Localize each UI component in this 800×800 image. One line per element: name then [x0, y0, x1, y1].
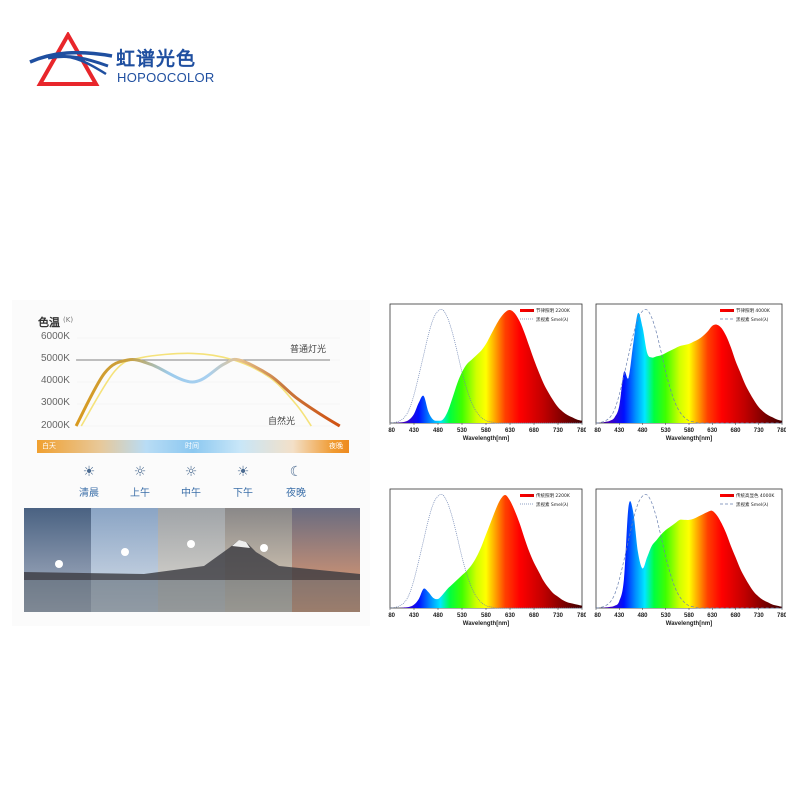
x-tick-label: 430: [614, 613, 625, 619]
x-tick-label: 480: [433, 428, 444, 434]
spectrum-area: [390, 494, 582, 609]
x-tick-label: 680: [730, 613, 741, 619]
x-tick-label: 480: [433, 613, 444, 619]
spectrum-area: [596, 312, 782, 424]
period-label: 上午: [130, 488, 150, 499]
x-tick-label: 380: [388, 428, 396, 434]
x-tick-label: 430: [409, 613, 420, 619]
x-tick-label: 630: [505, 613, 516, 619]
x-axis-label: Wavelength[nm]: [463, 621, 509, 627]
smel-curve: [389, 494, 582, 609]
x-tick-label: 680: [529, 613, 540, 619]
x-axis-label: Wavelength[nm]: [463, 436, 509, 442]
legend-label-smel: 黑视素 Smel(λ): [536, 316, 569, 323]
bar-label-time: 时间: [185, 442, 199, 450]
x-tick-label: 730: [553, 428, 564, 434]
ytick: 5000K: [41, 353, 70, 364]
x-tick-label: 580: [684, 613, 695, 619]
x-tick-label: 480: [637, 613, 648, 619]
legend-swatch-spectrum: [520, 494, 534, 497]
x-tick-label: 730: [754, 613, 765, 619]
sunset-icon: ☀︎: [236, 464, 250, 480]
spectrum-chart-traditional-hcri-4000k: 380 430 480 530 580 630 680 730 780 Wavelength[nm…: [594, 487, 786, 627]
x-tick-label: 630: [707, 613, 718, 619]
legend-label-smel: 黑视素 Smel(λ): [736, 316, 769, 323]
x-tick-label: 530: [661, 613, 672, 619]
cct-yunit: (K): [63, 316, 74, 324]
legend-label-smel: 黑视素 Smel(λ): [536, 501, 569, 508]
smel-curve: [595, 494, 782, 609]
spectrum-area: [390, 309, 582, 424]
x-tick-label: 580: [481, 428, 492, 434]
natural-light-curve: [80, 352, 312, 427]
cct-chart: [74, 337, 341, 428]
legend-label-smel: 黑视素 Smel(λ): [736, 501, 769, 508]
x-tick-label: 430: [614, 428, 625, 434]
x-tick-label: 580: [481, 613, 492, 619]
x-tick-label: 580: [684, 428, 695, 434]
bar-label-night: 夜晚: [329, 442, 343, 450]
x-tick-label: 480: [637, 428, 648, 434]
ytick: 3000K: [41, 397, 70, 408]
spectrum-area: [596, 501, 782, 609]
x-tick-label: 530: [457, 613, 468, 619]
moon-icon: ☾: [289, 464, 303, 480]
spectrum-chart-rhythm-2200k: 380 430 480 530 580 630 680 730 780 Wavelength[nm…: [388, 302, 586, 442]
legend-swatch-spectrum: [720, 494, 734, 497]
rhythm-light-curve: [74, 357, 341, 428]
x-tick-label: 380: [594, 428, 602, 434]
period-label: 下午: [233, 488, 253, 499]
smel-curve: [389, 309, 582, 424]
logo-mark: [29, 32, 113, 86]
legend-swatch-spectrum: [520, 309, 534, 312]
time-bar: 白天 时间 夜晚: [37, 440, 349, 453]
x-tick-label: 530: [661, 428, 672, 434]
x-tick-label: 430: [409, 428, 420, 434]
period-label: 中午: [181, 488, 201, 499]
sunrise-icon: ☀︎: [82, 464, 96, 480]
logo-name-cn: 虹谱光色: [116, 48, 197, 70]
ytick: 6000K: [41, 331, 70, 342]
x-tick-label: 780: [577, 428, 586, 434]
sun-small-icon: ☼: [133, 464, 147, 480]
x-tick-label: 780: [777, 428, 786, 434]
x-tick-label: 630: [707, 428, 718, 434]
logo-name-en: HOPOOCOLOR: [117, 70, 215, 85]
cct-ylabel: 色温: [38, 316, 60, 329]
ytick: 4000K: [41, 375, 70, 386]
x-axis-label: Wavelength[nm]: [666, 621, 712, 627]
legend-swatch-spectrum: [720, 309, 734, 312]
sun-icon: ☼: [184, 464, 198, 480]
x-tick-label: 780: [577, 613, 586, 619]
ytick: 2000K: [41, 420, 70, 431]
x-tick-label: 730: [754, 428, 765, 434]
x-tick-label: 730: [553, 613, 564, 619]
period-label: 夜晚: [286, 488, 306, 499]
spectrum-chart-rhythm-4000k: 380 430 480 530 580 630 680 730 780 Wavelength[nm…: [594, 302, 786, 442]
legend-label-spectrum: 节律照明 4000K: [736, 307, 771, 314]
bar-label-day: 白天: [42, 442, 56, 450]
x-tick-label: 380: [594, 613, 602, 619]
period-label: 清晨: [79, 488, 99, 499]
x-tick-label: 780: [777, 613, 786, 619]
x-tick-label: 530: [457, 428, 468, 434]
x-tick-label: 380: [388, 613, 396, 619]
legend-label-spectrum: 传统照明 2200K: [536, 492, 571, 499]
smel-curve: [595, 309, 782, 424]
daylight-photo-strip: [24, 508, 360, 612]
x-tick-label: 680: [529, 428, 540, 434]
x-tick-label: 630: [505, 428, 516, 434]
legend-label-spectrum: 传统高显色 4000K: [736, 492, 775, 499]
regular-light-label: 普通灯光: [290, 345, 327, 355]
natural-light-label: 自然光: [268, 417, 296, 427]
x-tick-label: 680: [730, 428, 741, 434]
legend-label-spectrum: 节律照明 2200K: [536, 307, 571, 314]
x-axis-label: Wavelength[nm]: [666, 436, 712, 442]
spectrum-chart-traditional-2200k: 380 430 480 530 580 630 680 730 780 Wavelength[nm…: [388, 487, 586, 627]
